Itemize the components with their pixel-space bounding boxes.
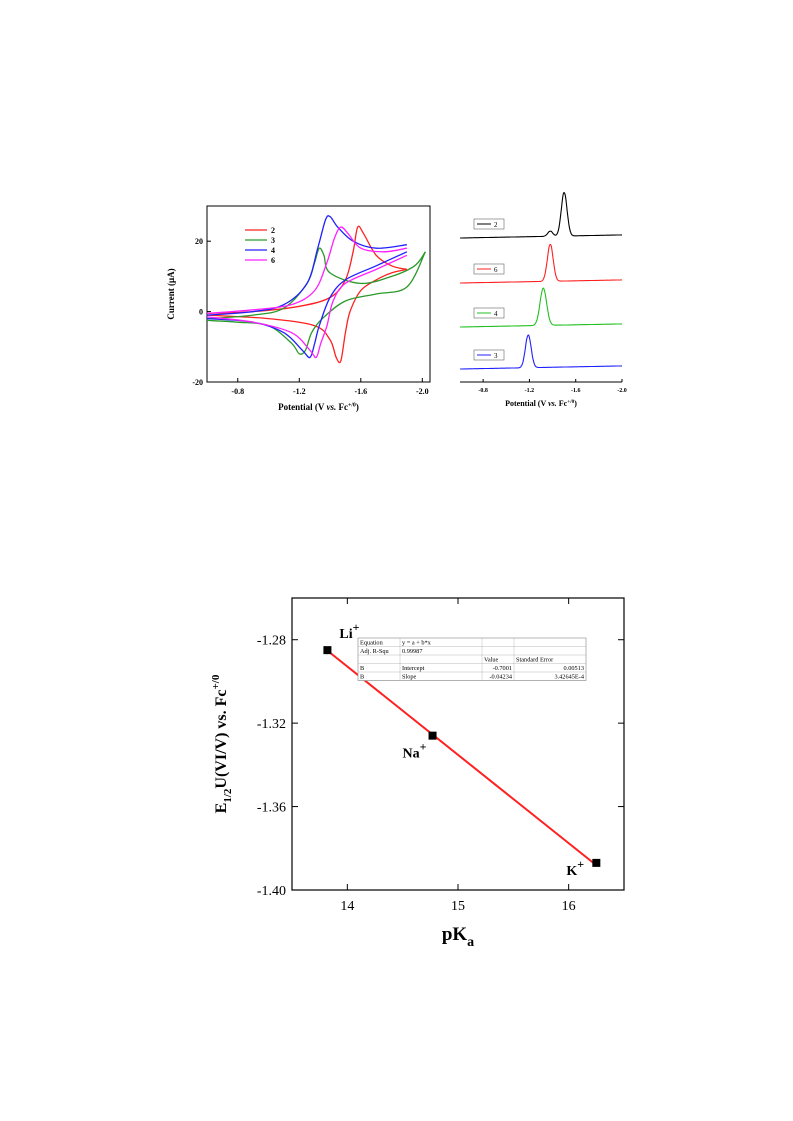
y-tick-label: -20 bbox=[192, 378, 203, 387]
table-cell: Slope bbox=[402, 674, 417, 681]
fit-plot: 14 15 16 -1.40 -1.36 -1.32 -1.28 pKa E1/2U(VI/V)… bbox=[210, 597, 625, 950]
table-frame bbox=[357, 637, 587, 681]
x-tick-label: -0.8 bbox=[478, 388, 488, 394]
dpv-chart: -0.8 -1.2 -1.6 -2.0 Potential (V vs. Fc+/0) 2… bbox=[452, 186, 632, 418]
table-cell: Value bbox=[484, 657, 499, 664]
table-cell: B bbox=[360, 674, 364, 681]
y-tick-label: 20 bbox=[195, 237, 203, 246]
x-tick-label: -1.6 bbox=[571, 388, 581, 394]
data-point-na bbox=[428, 731, 437, 740]
legend-label-6: 6 bbox=[494, 266, 498, 274]
dpv-series-3 bbox=[460, 334, 623, 370]
point-label-na: Na+ bbox=[403, 740, 427, 762]
table-cell: B bbox=[360, 665, 364, 672]
cv-series-3-forward bbox=[206, 247, 426, 320]
e-half-vs-pka-chart: 14 15 16 -1.40 -1.36 -1.32 -1.28 pKa E1/2U(VI/V)… bbox=[190, 590, 630, 950]
x-tick-label: 14 bbox=[340, 899, 354, 914]
cv-series-6-forward bbox=[206, 226, 408, 315]
cv-series-4-reverse bbox=[206, 251, 408, 359]
legend-label-3: 3 bbox=[494, 352, 498, 360]
x-axis-label: Potential (V vs. Fc+/0) bbox=[278, 402, 359, 412]
y-tick-label: -1.36 bbox=[257, 801, 286, 816]
table-cell: 3.42645E-4 bbox=[554, 674, 584, 681]
table-cell: -0.04234 bbox=[489, 674, 512, 681]
data-point-k bbox=[592, 858, 601, 867]
cv-series-2-reverse bbox=[206, 268, 408, 364]
cyclic-voltammogram-chart: -0.8 -1.2 -1.6 -2.0 -20 0 20 Potential (V vs. F… bbox=[160, 190, 440, 430]
dpv-plot: -0.8 -1.2 -1.6 -2.0 Potential (V vs. Fc+/0) 2… bbox=[459, 192, 627, 408]
point-label-k: K+ bbox=[566, 857, 584, 879]
cv-series-6-reverse bbox=[206, 254, 408, 359]
y-axis-label: Current (μA) bbox=[166, 268, 176, 319]
cv-plot: -0.8 -1.2 -1.6 -2.0 -20 0 20 Potential (V vs. F… bbox=[166, 205, 431, 412]
y-axis-label: E1/2U(VI/V) vs. Fc+/0 bbox=[210, 674, 234, 813]
legend-label-3: 3 bbox=[271, 236, 275, 245]
plot-frame bbox=[206, 205, 431, 383]
point-label-li: Li+ bbox=[339, 620, 359, 642]
dpv-series-4 bbox=[459, 287, 623, 328]
y-tick-label: -1.28 bbox=[257, 634, 286, 649]
y-tick-label: -1.32 bbox=[257, 717, 286, 732]
dpv-series-6 bbox=[459, 243, 623, 284]
legend-label-6: 6 bbox=[271, 256, 275, 265]
x-tick-label: 15 bbox=[451, 899, 465, 914]
x-tick-label: -2.0 bbox=[617, 388, 627, 394]
x-tick-label: -1.2 bbox=[525, 388, 535, 394]
table-cell: 0.99987 bbox=[402, 648, 422, 655]
legend-label-4: 4 bbox=[271, 246, 275, 255]
data-point-li bbox=[323, 646, 332, 655]
legend-label-2: 2 bbox=[494, 221, 498, 229]
x-tick-label: -1.2 bbox=[293, 387, 306, 396]
x-tick-label: -0.8 bbox=[231, 387, 244, 396]
cv-series-2-forward bbox=[206, 225, 408, 315]
fit-line bbox=[326, 649, 597, 867]
table-cell: y = a + b*x bbox=[402, 640, 432, 647]
y-tick-label: -1.40 bbox=[257, 884, 286, 899]
x-axis-label: pKa bbox=[442, 924, 474, 950]
y-tick-label: 0 bbox=[199, 308, 203, 317]
dpv-series-2 bbox=[459, 192, 623, 239]
fit-stats-table: Equation y = a + b*x Adj. R-Squ 0.99987 Valu… bbox=[357, 637, 587, 681]
table-cell: 0.00513 bbox=[564, 665, 584, 672]
legend-label-2: 2 bbox=[271, 226, 275, 235]
table-cell: -0.7001 bbox=[493, 665, 512, 672]
x-tick-label: 16 bbox=[562, 899, 576, 914]
x-tick-label: -2.0 bbox=[416, 387, 429, 396]
table-cell: Intercept bbox=[402, 665, 425, 672]
table-cell: Adj. R-Squ bbox=[360, 648, 390, 655]
x-tick-label: -1.6 bbox=[354, 387, 367, 396]
table-cell: Standard Error bbox=[516, 657, 554, 664]
x-axis-label: Potential (V vs. Fc+/0) bbox=[505, 399, 577, 408]
table-cell: Equation bbox=[360, 640, 384, 647]
legend-label-4: 4 bbox=[494, 310, 498, 318]
